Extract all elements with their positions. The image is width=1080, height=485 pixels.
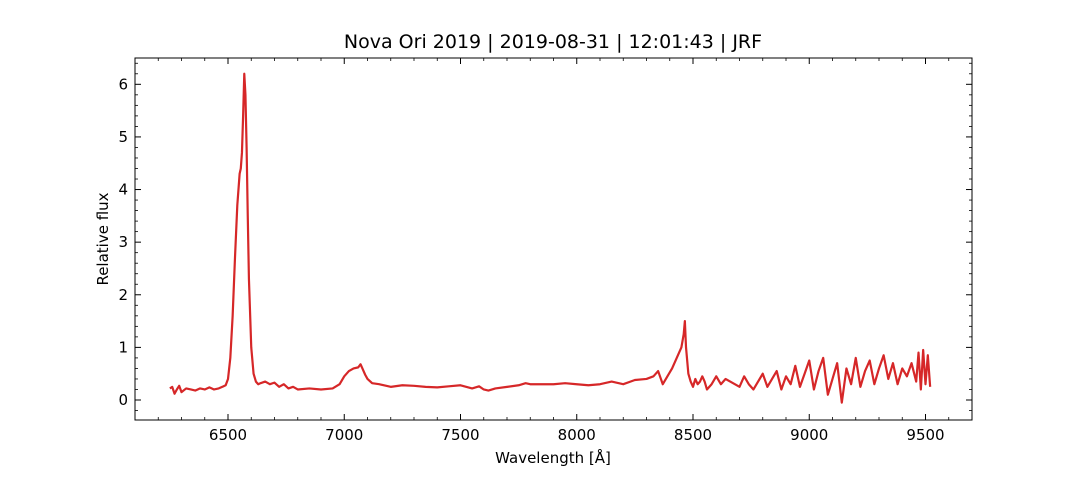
x-tick-label: 9000: [790, 426, 828, 444]
x-tick-label: 7000: [325, 426, 363, 444]
y-tick-label: 4: [118, 181, 128, 199]
x-axis-label: Wavelength [Å]: [495, 448, 611, 467]
y-tick-label: 6: [118, 75, 128, 93]
chart-title: Nova Ori 2019 | 2019-08-31 | 12:01:43 | …: [344, 31, 762, 53]
x-tick-label: 7500: [441, 426, 479, 444]
x-tick-label: 6500: [209, 426, 247, 444]
x-tick-label: 9500: [906, 426, 944, 444]
y-tick-label: 0: [118, 391, 128, 409]
y-axis-label: Relative flux: [94, 192, 112, 285]
y-tick-label: 1: [118, 338, 128, 356]
spectrum-series: [170, 74, 930, 403]
x-tick-label: 8500: [674, 426, 712, 444]
y-tick-label: 2: [118, 286, 128, 304]
y-tick-label: 5: [118, 128, 128, 146]
x-tick-label: 8000: [558, 426, 596, 444]
plot-frame: [135, 58, 972, 420]
y-tick-label: 3: [118, 233, 128, 251]
spectrum-line: [170, 74, 930, 403]
